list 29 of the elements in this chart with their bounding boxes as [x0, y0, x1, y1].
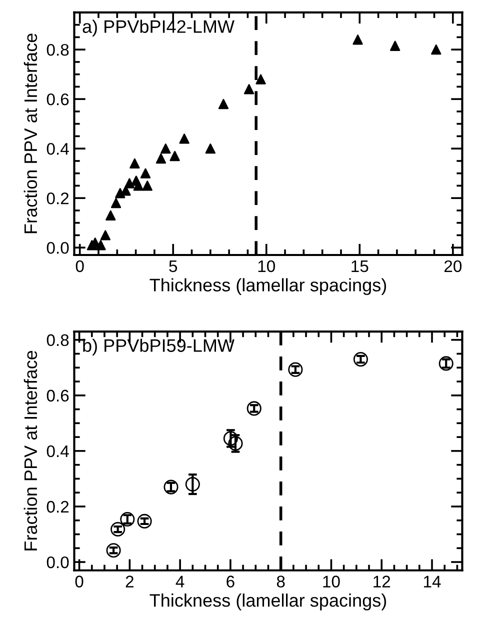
chart-title: a) PPVbPI42-LMW: [82, 20, 234, 37]
x-tick-label: 10: [258, 260, 275, 272]
x-tick-label: 6: [226, 576, 234, 588]
y-tick-label: 0.2: [46, 500, 69, 513]
y-axis-title: Fraction PPV at Interface: [24, 34, 38, 234]
x-tick-label: 15: [352, 260, 368, 272]
x-tick-label: 4: [176, 576, 184, 588]
x-tick-label: 8: [276, 576, 285, 588]
y-tick-label: 0.8: [46, 334, 69, 346]
y-axis-title: Fraction PPV at Interface: [24, 350, 38, 550]
chart-title: b) PPVbPI59-LMW: [83, 338, 234, 356]
x-tick-label: 12: [374, 576, 390, 588]
x-tick-label: 10: [323, 576, 340, 588]
y-tick-label: 0.0: [46, 242, 69, 254]
y-tick-label: 0.2: [46, 192, 69, 204]
x-tick-label: 0: [75, 576, 84, 588]
y-tick-label: 0.8: [46, 44, 69, 56]
y-tick-label: 0.6: [46, 93, 69, 106]
y-tick-label: 0.4: [46, 445, 69, 458]
x-tick-label: 14: [424, 576, 441, 588]
x-tick-label: 2: [126, 576, 134, 588]
x-axis-title: Thickness (lamellar spacings): [150, 594, 386, 610]
y-tick-label: 0.6: [46, 390, 69, 402]
y-tick-label: 0.0: [46, 556, 69, 568]
x-tick-label: 20: [444, 260, 462, 272]
x-tick-label: 5: [169, 260, 178, 272]
x-axis-title: Thickness (lamellar spacings): [150, 278, 386, 296]
y-tick-label: 0.4: [46, 142, 69, 155]
x-tick-label: 0: [76, 260, 84, 272]
